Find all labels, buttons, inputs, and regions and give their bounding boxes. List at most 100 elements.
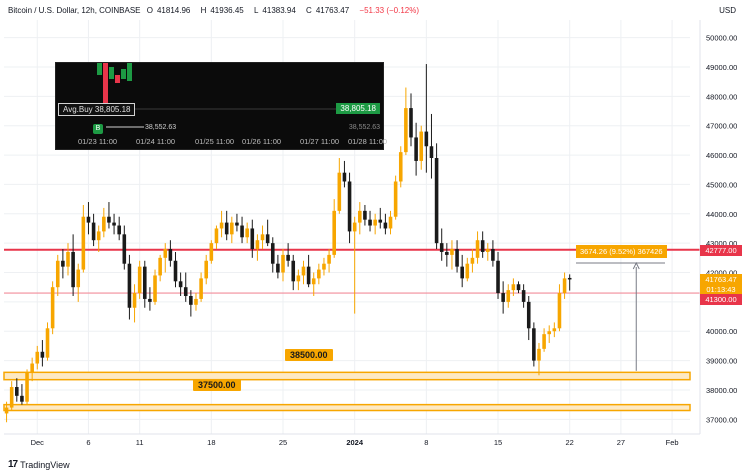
- candle-body: [419, 131, 424, 161]
- zone-label-lower: 37500.00: [193, 379, 241, 391]
- candle-body: [153, 275, 157, 302]
- candle-body: [76, 269, 81, 288]
- candle-body: [552, 328, 557, 332]
- candle-body: [61, 260, 65, 267]
- time-tick-label: Feb: [666, 438, 679, 447]
- candle-body: [455, 249, 459, 267]
- candle-body: [245, 228, 249, 238]
- candle-body: [567, 277, 572, 280]
- candle-body: [148, 298, 152, 302]
- buy-price-scale: 38,552.63: [348, 124, 380, 131]
- candle-body: [532, 328, 536, 361]
- candle-body: [301, 266, 306, 276]
- inset-candle: [127, 63, 132, 81]
- candle-body: [189, 296, 193, 305]
- candle-body: [496, 260, 500, 294]
- candle-body: [214, 228, 219, 244]
- tradingview-logo-icon: 17: [8, 459, 18, 470]
- candle-body: [158, 257, 162, 276]
- price-tick-label: 40000.00: [706, 327, 737, 336]
- candle-body: [20, 395, 24, 402]
- support-zone: [3, 371, 691, 381]
- candle-body: [204, 260, 209, 279]
- candle-body: [322, 263, 326, 270]
- inset-candle: [97, 63, 102, 75]
- time-tick-label: 18: [207, 438, 215, 447]
- price-tick-label: 46000.00: [706, 151, 737, 160]
- buy-marker: B: [93, 124, 103, 134]
- candle-body: [480, 240, 485, 252]
- candle-body: [465, 263, 470, 279]
- time-tick-label: 2024: [346, 438, 364, 447]
- inset-axis-label: 01/28 11:00: [348, 137, 388, 146]
- inset-candle: [115, 75, 120, 83]
- price-tick-label: 48000.00: [706, 92, 737, 101]
- candle-body: [168, 249, 173, 261]
- candle-body: [260, 234, 265, 241]
- candle-body: [557, 293, 562, 329]
- candle-body: [71, 251, 75, 288]
- candle-body: [363, 210, 367, 220]
- candle-body: [265, 234, 270, 244]
- candle-body: [4, 407, 9, 414]
- time-tick-label: 6: [86, 438, 90, 447]
- candle-body: [358, 210, 362, 223]
- candle-body: [337, 172, 342, 211]
- candle-body: [45, 328, 50, 358]
- inset-candle: [109, 67, 114, 79]
- candle-body: [96, 231, 101, 241]
- avg-buy-label: Avg.Buy 38,805.18: [58, 103, 136, 116]
- candle-body: [445, 251, 449, 255]
- time-tick-label: 27: [617, 438, 625, 447]
- inset-axis-label: 01/26 11:00: [242, 137, 282, 146]
- candle-body: [224, 222, 229, 235]
- candle-body: [91, 222, 96, 241]
- candle-body: [81, 216, 86, 270]
- candle-body: [296, 275, 301, 282]
- candle-body: [286, 254, 290, 261]
- price-tick-label: 43000.00: [706, 239, 737, 248]
- candle-body: [332, 210, 336, 255]
- candle-body: [219, 222, 224, 229]
- last-price-tag: 41763.47: [700, 274, 742, 285]
- tradingview-footer[interactable]: 17 TradingView: [8, 459, 70, 470]
- inset-axis-label: 01/25 11:00: [195, 137, 235, 146]
- candle-body: [270, 243, 275, 264]
- time-tick-label: 15: [494, 438, 502, 447]
- candle-body: [9, 387, 14, 408]
- candle-body: [194, 298, 198, 305]
- currency-selector[interactable]: USD: [719, 6, 736, 15]
- candle-body: [460, 266, 464, 279]
- candle-body: [163, 249, 168, 258]
- candle-body: [542, 334, 546, 349]
- countdown-tag: 01:13:43: [700, 284, 742, 295]
- candle-body: [281, 254, 285, 273]
- candle-body: [132, 293, 137, 308]
- candle-body: [537, 348, 541, 361]
- candle-body: [122, 234, 127, 264]
- candle-body: [450, 249, 454, 255]
- candle-body: [55, 260, 60, 288]
- candle-body: [142, 266, 147, 299]
- candle-body: [424, 131, 429, 147]
- inset-axis-label: 01/24 11:00: [136, 137, 176, 146]
- candle-body: [255, 240, 260, 250]
- symbol-header: Bitcoin / U.S. Dollar, 12h, COINBASE O 41…: [8, 6, 423, 15]
- candle-body: [398, 152, 403, 182]
- candle-body: [378, 219, 383, 223]
- candle-body: [352, 222, 357, 232]
- candle-body: [30, 363, 34, 373]
- candle-body: [347, 181, 352, 232]
- time-tick-label: 25: [279, 438, 287, 447]
- candle-body: [66, 251, 70, 267]
- measure-arrow-head: [632, 261, 640, 270]
- price-tick-label: 37000.00: [706, 415, 737, 424]
- candle-body: [102, 216, 106, 232]
- candle-body: [291, 260, 296, 282]
- candle-body: [15, 387, 19, 396]
- candle-body: [40, 351, 45, 358]
- ohlc-close: C 41763.47: [306, 6, 350, 15]
- candle-body: [250, 228, 255, 250]
- candle-body: [240, 225, 244, 238]
- time-tick-label: Dec: [31, 438, 45, 447]
